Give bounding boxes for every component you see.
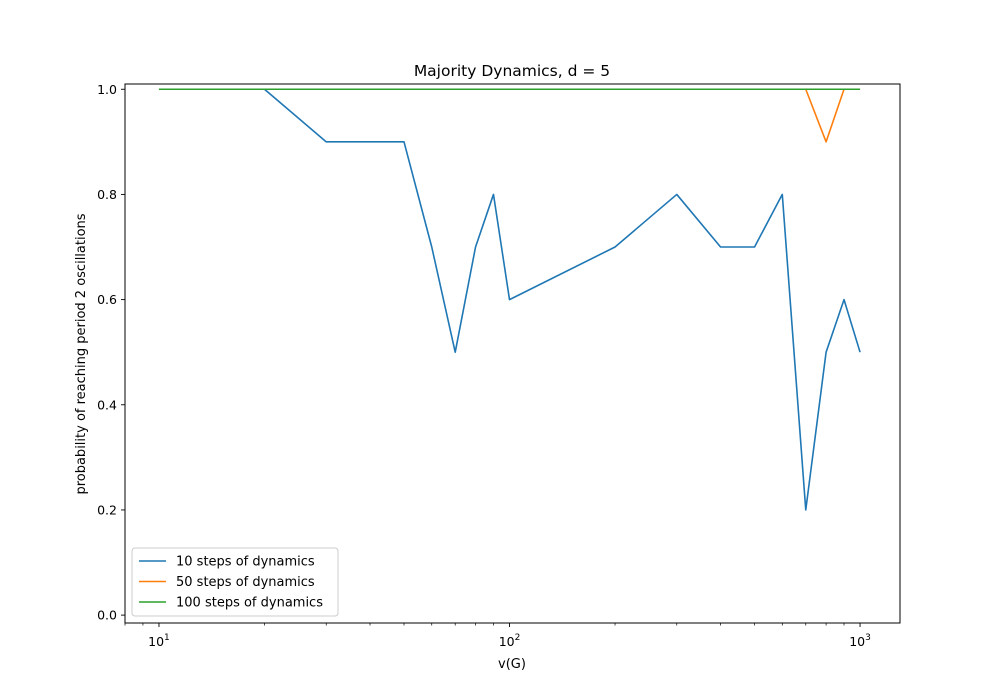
y-tick-label: 0.8 [97,187,117,202]
x-axis-label: v(G) [498,657,526,672]
y-tick-label: 1.0 [97,82,117,97]
legend: 10 steps of dynamics 50 steps of dynamics… [131,547,339,617]
series-line-1 [158,88,861,511]
y-tick-label: 0.2 [97,502,117,517]
y-axis-ticks: 0.0 0.2 0.4 0.6 0.8 1.0 [97,82,125,623]
chart-title: Majority Dynamics, d = 5 [414,62,610,80]
x-axis-ticks: 101 102 103 [124,623,871,649]
plot-lines [158,88,861,511]
plot-frame [124,83,901,624]
x-tick-label: 101 [148,633,170,649]
series-line-2 [158,88,861,143]
x-tick-label: 102 [499,633,521,649]
legend-label: 100 steps of dynamics [176,596,323,611]
y-tick-label: 0.6 [97,292,117,307]
legend-label: 10 steps of dynamics [176,555,315,570]
legend-label: 50 steps of dynamics [176,575,315,590]
y-tick-label: 0.0 [97,608,117,623]
legend-box [131,547,339,617]
y-tick-label: 0.4 [97,397,117,412]
y-axis-label: probability of reaching period 2 oscilla… [74,213,89,494]
x-tick-label: 103 [849,633,871,649]
